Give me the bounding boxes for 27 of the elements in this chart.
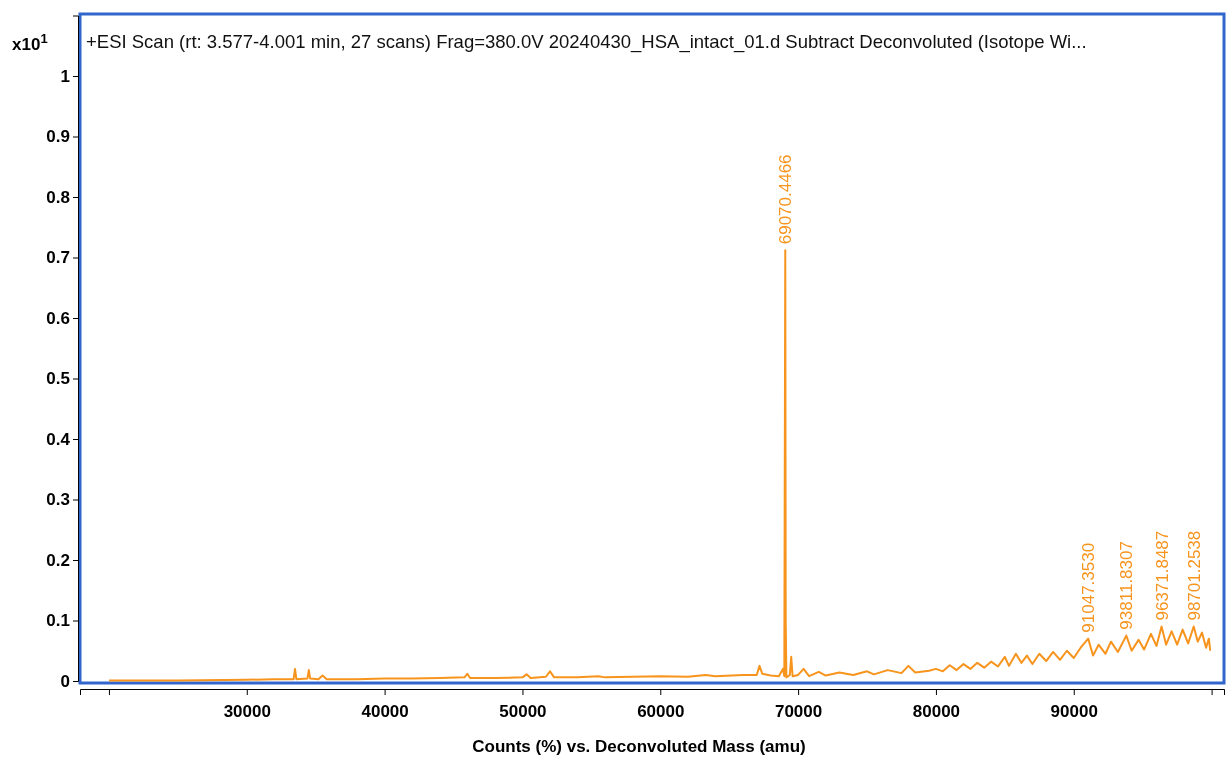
x-tick-label: 90000 (1050, 701, 1098, 721)
annotation: 91047.3530 (1079, 542, 1099, 633)
x-tick-label: 80000 (912, 701, 961, 721)
text: +ESI Scan (rt: 3.577-4.001 min, 27 scans) Frag=380.0V 20240430_HSA_intact_01.d Subtract Deconvoluted (Isotope Wi... (86, 31, 1087, 53)
x-tick-label: 70000 (774, 701, 823, 721)
y-tick-label: 0.2 (46, 550, 70, 570)
annotation: 96371.8487 (1152, 530, 1172, 621)
x-tick-label: 30000 (223, 701, 271, 721)
y-tick-label: 0.3 (46, 490, 70, 510)
annotation: 69070.4466 (776, 154, 796, 245)
y-axis-title: x10$^{1}$ (12, 30, 48, 54)
y-tick-label: 0.7 (46, 248, 70, 268)
annotation: 98701.2538 (1184, 530, 1204, 621)
y-tick-label: 0.1 (46, 611, 70, 631)
x-tick-label: 40000 (361, 701, 409, 721)
y-tick-label: 1 (60, 66, 70, 86)
y-tick-label: 0.6 (46, 308, 70, 328)
line-series (107, 249, 1212, 682)
x-tick-label: 60000 (637, 701, 685, 721)
annotation: 93811.8307 (1117, 541, 1137, 630)
y-tick-label: 0.8 (46, 187, 70, 207)
y-tick-label: 0.4 (46, 429, 71, 449)
x-axis-title: Counts (%) vs. Deconvoluted Mass (amu) (472, 737, 806, 756)
y-tick-label: 0 (60, 671, 70, 691)
y-tick-label: 0.5 (46, 369, 70, 389)
x-tick-label: 50000 (499, 701, 547, 721)
y-tick-label: 0.9 (46, 127, 70, 147)
